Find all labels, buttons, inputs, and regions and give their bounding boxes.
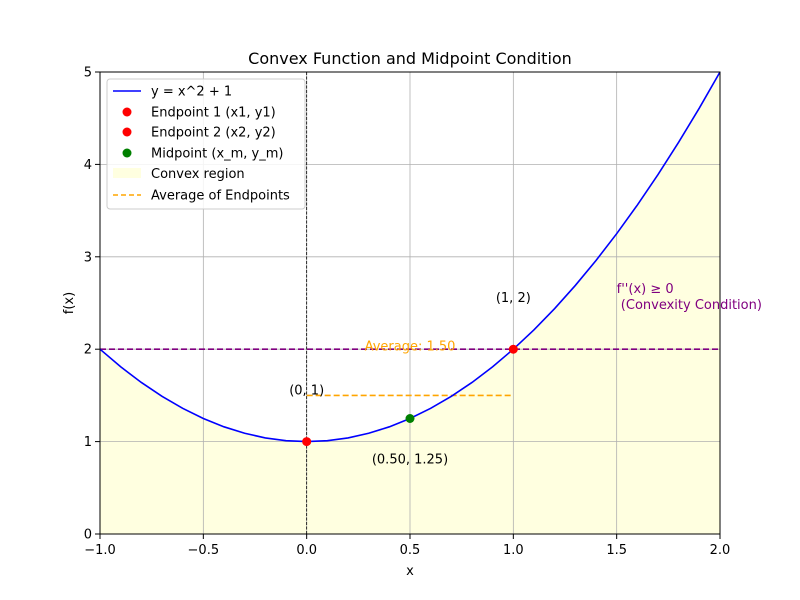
endpoint-2-label: (1, 2) bbox=[496, 291, 531, 306]
convexity-annotation-line1: f''(x) ≥ 0 bbox=[617, 282, 674, 297]
legend-label-average: Average of Endpoints bbox=[151, 189, 290, 204]
midpoint-marker bbox=[405, 414, 415, 423]
average-label: Average: 1.50 bbox=[365, 339, 456, 354]
axes-layer bbox=[95, 71, 721, 539]
legend-swatch-convex-region bbox=[113, 168, 141, 178]
x-tick-label: 1.0 bbox=[503, 543, 524, 558]
legend-swatch-midpoint bbox=[122, 148, 132, 158]
legend-label-endpoint-1: Endpoint 1 (x1, y1) bbox=[151, 106, 276, 121]
convex-region-fill bbox=[100, 72, 720, 534]
legend-swatch-endpoint-2 bbox=[122, 127, 132, 137]
y-tick-label: 5 bbox=[84, 66, 92, 81]
x-tick-labels: −1.0 −0.5 0.0 0.5 1.0 1.5 2.0 bbox=[84, 543, 730, 558]
y-tick-label: 2 bbox=[84, 343, 92, 358]
x-tick-label: −0.5 bbox=[188, 543, 220, 558]
endpoint-1-marker bbox=[302, 437, 312, 447]
y-tick-labels: 0 1 2 3 4 5 bbox=[84, 66, 92, 543]
y-tick-label: 0 bbox=[84, 528, 92, 543]
legend-label-midpoint: Midpoint (x_m, y_m) bbox=[151, 147, 284, 162]
x-axis-label: x bbox=[406, 564, 414, 579]
lines-layer bbox=[100, 72, 720, 534]
y-tick-label: 3 bbox=[84, 250, 92, 265]
points-layer bbox=[302, 344, 518, 447]
legend-label-convex-region: Convex region bbox=[151, 167, 245, 182]
legend-label-curve: y = x^2 + 1 bbox=[151, 85, 232, 100]
legend-swatch-endpoint-1 bbox=[122, 107, 132, 117]
endpoint-2-marker bbox=[508, 344, 518, 354]
convex-region-fill-layer bbox=[100, 72, 720, 534]
convexity-annotation-line2: (Convexity Condition) bbox=[617, 298, 762, 313]
x-tick-label: −1.0 bbox=[84, 543, 116, 558]
x-tick-label: 0.5 bbox=[400, 543, 421, 558]
legend-box bbox=[106, 78, 306, 210]
x-tick-label: 1.5 bbox=[606, 543, 627, 558]
chart-title: Convex Function and Midpoint Condition bbox=[248, 49, 572, 68]
y-axis-label: f(x) bbox=[62, 292, 77, 314]
legend-label-endpoint-2: Endpoint 2 (x2, y2) bbox=[151, 126, 276, 141]
x-tick-label: 0.0 bbox=[296, 543, 317, 558]
midpoint-label: (0.50, 1.25) bbox=[372, 453, 448, 468]
endpoint-1-label: (0, 1) bbox=[289, 384, 324, 399]
y-tick-label: 1 bbox=[84, 435, 92, 450]
legend: y = x^2 + 1 Endpoint 1 (x1, y1) Endpoint… bbox=[106, 78, 306, 210]
y-tick-label: 4 bbox=[84, 158, 92, 173]
x-tick-label: 2.0 bbox=[710, 543, 731, 558]
